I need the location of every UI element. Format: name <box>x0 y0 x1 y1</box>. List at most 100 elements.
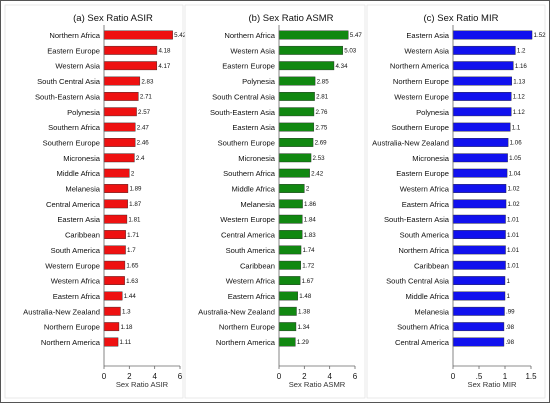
value-label: 1.3 <box>122 309 131 316</box>
bar <box>452 153 508 163</box>
bar <box>278 214 303 224</box>
category-label: Western Africa <box>400 185 450 194</box>
value-label: 2.76 <box>315 109 328 116</box>
bar <box>103 306 121 316</box>
bar <box>278 153 312 163</box>
bar <box>452 91 512 101</box>
category-label: Australia-New Zealand <box>372 138 449 147</box>
bar <box>278 184 305 193</box>
x-tick-label: 2 <box>302 372 307 381</box>
value-label: 1.52 <box>534 32 547 39</box>
category-label: Western Africa <box>226 277 276 286</box>
x-tick-label: 4 <box>327 372 332 381</box>
category-label: Middle Africa <box>232 185 276 194</box>
bar <box>452 322 505 332</box>
bar <box>278 61 335 71</box>
bar <box>452 337 505 347</box>
x-tick-label: 1 <box>503 372 508 381</box>
category-label: Melanesia <box>65 185 100 194</box>
bar <box>278 138 314 147</box>
x-tick-label: 1.5 <box>525 372 537 381</box>
bar <box>103 91 139 101</box>
bar <box>452 245 506 255</box>
x-tick-label: 4 <box>152 372 157 381</box>
bar <box>103 153 135 163</box>
category-label: Eastern Africa <box>402 200 450 209</box>
category-label: Western Europe <box>220 215 275 224</box>
category-label: Northern Africa <box>224 31 275 40</box>
value-label: 1.34 <box>297 324 310 331</box>
value-label: 1 <box>507 278 511 285</box>
category-label: Eastern Asia <box>232 123 275 132</box>
value-label: .99 <box>506 309 515 316</box>
category-label: Eastern Africa <box>228 292 276 301</box>
value-label: 1.02 <box>508 186 521 193</box>
bar <box>452 230 506 239</box>
category-label: Southern Europe <box>392 123 449 132</box>
bar <box>103 122 136 132</box>
value-label: 1.04 <box>509 170 522 177</box>
value-label: 2.42 <box>311 170 324 177</box>
value-label: 1.06 <box>510 140 523 147</box>
value-label: 1.11 <box>120 339 132 346</box>
value-label: .98 <box>505 339 514 346</box>
value-label: 1.83 <box>304 232 317 239</box>
panel-frame <box>184 4 366 399</box>
category-label: South Central Asia <box>37 77 101 86</box>
bar <box>452 306 505 316</box>
value-label: 1.71 <box>127 232 140 239</box>
x-tick-label: 6 <box>178 372 183 381</box>
bar <box>103 184 129 193</box>
value-label: 1.74 <box>303 247 316 254</box>
category-label: Middle Africa <box>406 292 450 301</box>
x-tick-label: 0 <box>277 372 282 381</box>
bar <box>103 61 158 71</box>
category-label: Melanesia <box>414 307 449 316</box>
category-label: Caribbean <box>414 261 449 270</box>
category-label: South Central Asia <box>386 277 450 286</box>
value-label: 5.47 <box>350 32 363 39</box>
value-label: 2.71 <box>140 94 153 101</box>
category-label: Western Africa <box>51 277 101 286</box>
bar <box>103 168 130 178</box>
category-label: South Central Asia <box>212 92 276 101</box>
value-label: 1.44 <box>124 293 137 300</box>
category-label: Caribbean <box>240 261 275 270</box>
value-label: 1.12 <box>513 109 526 116</box>
bar <box>452 107 512 117</box>
category-label: Eastern Africa <box>53 292 101 301</box>
x-axis-title: Sex Ratio ASIR <box>116 380 169 389</box>
bar <box>103 30 173 40</box>
category-label: Eastern Asia <box>406 31 449 40</box>
value-label: 1.87 <box>129 201 142 208</box>
value-label: 1 <box>507 293 511 300</box>
bar <box>452 138 509 147</box>
value-label: 4.34 <box>335 63 348 70</box>
bar <box>103 337 119 347</box>
category-label: Eastern Europe <box>47 46 100 55</box>
value-label: 1.01 <box>507 247 520 254</box>
value-label: 1.02 <box>508 201 521 208</box>
bar <box>278 245 302 255</box>
bar <box>278 306 297 316</box>
value-label: 1.18 <box>120 324 133 331</box>
value-label: 1.05 <box>509 155 522 162</box>
x-axis-title: Sex Ratio ASMR <box>289 380 346 389</box>
value-label: 1.01 <box>507 232 520 239</box>
category-label: Middle Africa <box>57 169 101 178</box>
category-label: Western Europe <box>394 92 449 101</box>
bar <box>278 168 310 178</box>
category-label: Northern Africa <box>398 246 449 255</box>
panel-title: (a) Sex Ratio ASIR <box>73 13 153 24</box>
category-label: Central America <box>46 200 101 209</box>
category-label: South America <box>51 246 101 255</box>
bar <box>278 30 349 40</box>
bar <box>452 168 508 178</box>
bar <box>278 260 301 270</box>
category-label: Western Europe <box>45 261 100 270</box>
value-label: 2.85 <box>317 78 330 85</box>
bar <box>103 76 141 86</box>
category-label: Northern Europe <box>219 323 275 332</box>
category-label: Australia-New Zealand <box>23 307 100 316</box>
value-label: 1.89 <box>129 186 142 193</box>
